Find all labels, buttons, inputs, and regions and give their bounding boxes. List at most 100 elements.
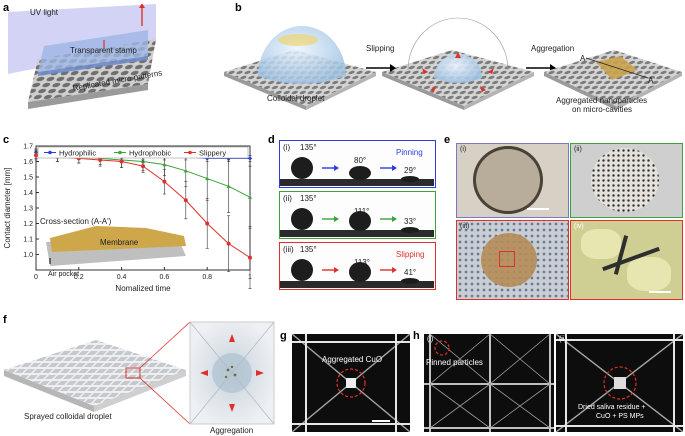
panel-e-label: e	[444, 134, 451, 146]
y-tick-label: 1.5	[23, 175, 33, 182]
y-tick-label: 1.1	[23, 237, 33, 244]
aggregated-cuo-label: Aggregated CuO	[322, 355, 383, 364]
micrograph-e-iv: (iv)	[570, 220, 683, 300]
micrograph-e-ii: (ii)	[570, 143, 683, 218]
x-axis-label: Nomalized time	[115, 284, 171, 293]
panel-a-label: a	[3, 2, 10, 14]
angle-3: 29°	[404, 166, 416, 175]
panel-c-label: c	[3, 134, 10, 146]
data-point	[98, 157, 103, 162]
legend-marker	[188, 150, 192, 155]
panel-a-illustration	[8, 4, 156, 109]
x-tick-label: 0	[34, 274, 38, 281]
droplet-3	[401, 278, 419, 284]
x-tick-label: 0.2	[74, 274, 84, 281]
angle-1: 135°	[300, 194, 317, 203]
dried-saliva-label-1: Dried saliva residue +	[578, 404, 646, 411]
section-a-label: A	[580, 54, 586, 63]
angle-2: 80°	[354, 156, 366, 165]
aggregation-label: Aggregation	[531, 44, 575, 53]
data-point	[226, 184, 231, 188]
section-a-prime-label: A'	[648, 76, 655, 85]
slipping-label: Slipping	[366, 44, 395, 53]
droplet-3	[401, 227, 419, 233]
row-id: (ii)	[283, 194, 292, 203]
droplet-1	[291, 157, 313, 179]
micrograph-e-iii: (iii)	[456, 220, 569, 300]
substrate	[280, 179, 434, 186]
y-tick-label: 1.2	[23, 221, 33, 228]
colloidal-droplet-label: Colloidal droplet	[267, 94, 325, 103]
e-ii-tag: (ii)	[574, 146, 582, 153]
legend-marker	[48, 150, 52, 155]
legend-label: Hydrophobic	[129, 149, 171, 158]
contact-diameter-chart: Cross-section (A-A') Membrane Air pocket 0 0…	[3, 144, 253, 293]
y-tick-label: 1.0	[23, 252, 33, 259]
data-point	[205, 221, 210, 226]
angle-2: 113°	[354, 258, 370, 267]
air-pocket-label: Air pocket	[48, 271, 79, 278]
aggregated-np-label-1: Aggregated nanoparticles	[556, 96, 648, 105]
legend-marker	[118, 150, 122, 155]
droplet-row-2: (ii) 135° 111° 33°	[279, 191, 436, 239]
data-point	[226, 241, 231, 246]
transparent-stamp-label: Transparent stamp	[70, 46, 137, 55]
angle-3: 41°	[404, 268, 416, 277]
data-point	[248, 194, 252, 199]
arrow-head	[334, 165, 339, 171]
y-tick-label: 1.6	[23, 159, 33, 166]
e-iv-tag: (iv)	[574, 223, 584, 230]
arrow-head	[334, 216, 339, 222]
y-axis-label: Contact diameter [mm]	[3, 168, 12, 249]
row-id: (i)	[283, 143, 290, 152]
uv-light-label: UV light	[30, 8, 59, 17]
cross-section-label: Cross-section (A-A')	[40, 217, 112, 226]
data-point	[34, 153, 38, 158]
sprayed-droplet-label: Sprayed colloidal droplet	[24, 412, 112, 421]
status-label: Pinning	[396, 148, 423, 157]
panel-d-label: d	[268, 134, 275, 146]
x-tick-label: 0.8	[202, 274, 212, 281]
angle-1: 135°	[300, 245, 317, 254]
legend-box	[37, 146, 249, 159]
droplet-3	[401, 176, 419, 182]
panel-f-label: f	[3, 314, 7, 326]
y-tick-label: 1.7	[23, 144, 33, 151]
data-point	[248, 255, 252, 260]
droplet-1	[291, 259, 313, 281]
droplet-row-1: (i) 135° 80° 29° Pinning	[279, 140, 436, 188]
data-point	[205, 176, 210, 181]
micrograph-h-ii: (ii) Dried saliva residue + CuO + PS MPs	[556, 334, 683, 432]
droplet-1	[291, 208, 313, 230]
h-i-tag: (i)	[427, 336, 434, 343]
panel-f-illustration	[4, 321, 275, 425]
substrate	[280, 281, 434, 288]
panel-b-illustration	[224, 17, 682, 110]
cross-section-inset	[46, 226, 186, 266]
data-point	[141, 164, 145, 169]
y-tick-label: 1.3	[23, 206, 33, 213]
micrograph-g: Aggregated CuO	[292, 334, 410, 432]
data-point	[162, 162, 167, 167]
data-point	[183, 198, 188, 203]
data-point	[162, 179, 167, 184]
dried-saliva-label-2: CuO + PS MPs	[596, 413, 644, 420]
data-point	[119, 159, 124, 164]
micrograph-e-i: (i)	[456, 143, 569, 218]
e-i-tag: (i)	[460, 146, 467, 153]
aggregated-np-label-2: on micro-cavities	[572, 105, 633, 114]
micrograph-h-i: (i) Pinned particles	[424, 334, 554, 432]
angle-3: 33°	[404, 217, 416, 226]
droplet-row-3: (iii) 135° 113° 41° Slipping	[279, 242, 436, 290]
legend-label: Slippery	[199, 149, 226, 158]
substrate	[280, 230, 434, 237]
f-aggregation-label: Aggregation	[210, 426, 254, 435]
pinned-particles-label: Pinned particles	[426, 358, 483, 367]
e-iii-tag: (iii)	[460, 223, 470, 230]
angle-1: 135°	[300, 143, 317, 152]
row-id: (iii)	[283, 245, 294, 254]
angle-2: 111°	[354, 207, 369, 216]
status-label: Slipping	[396, 250, 424, 259]
droplet-2	[349, 166, 371, 180]
arrow-head	[392, 216, 397, 222]
